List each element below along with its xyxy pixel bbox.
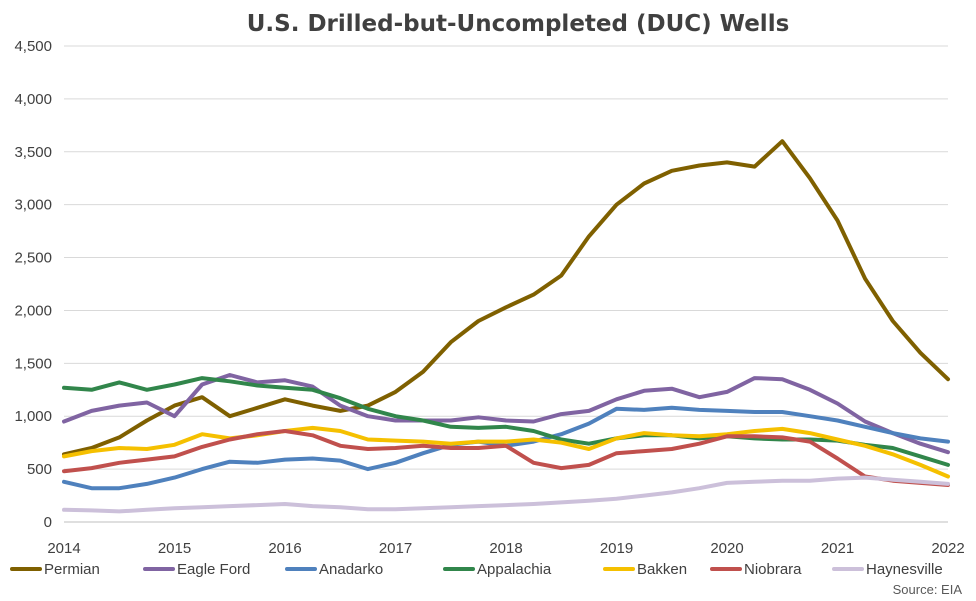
legend-item-niobrara: Niobrara: [710, 561, 802, 578]
y-tick-label: 2,500: [14, 250, 52, 267]
x-tick-label: 2021: [821, 540, 854, 557]
legend-item-eagle-ford: Eagle Ford: [143, 561, 250, 578]
legend-item-anadarko: Anadarko: [285, 561, 383, 578]
y-tick-label: 1,000: [14, 408, 52, 425]
y-tick-label: 4,000: [14, 91, 52, 108]
x-tick-label: 2014: [47, 540, 80, 557]
x-tick-label: 2017: [379, 540, 412, 557]
y-tick-label: 4,500: [14, 38, 52, 55]
legend-label: Appalachia: [477, 561, 552, 578]
x-tick-label: 2015: [158, 540, 191, 557]
gridlines: [64, 45, 948, 523]
x-tick-label: 2022: [931, 540, 964, 557]
legend-label: Haynesville: [866, 561, 943, 578]
chart-title: U.S. Drilled-but-Uncompleted (DUC) Wells: [247, 11, 790, 37]
y-tick-label: 0: [44, 514, 52, 531]
series-line-niobrara: [62, 429, 950, 487]
x-tick-label: 2019: [600, 540, 633, 557]
series-line-haynesville: [62, 475, 950, 514]
legend-item-permian: Permian: [10, 561, 100, 578]
legend-label: Eagle Ford: [177, 561, 250, 578]
legend-label: Permian: [44, 561, 100, 578]
legend-item-appalachia: Appalachia: [443, 561, 552, 578]
y-tick-label: 3,500: [14, 144, 52, 161]
series-line-bakken: [62, 425, 950, 479]
legend-label: Bakken: [637, 561, 687, 578]
legend: Permian Eagle Ford Anadarko Appalachia Bakke…: [10, 561, 943, 578]
series-line-permian: [62, 139, 950, 457]
legend-label: Niobrara: [744, 561, 802, 578]
y-tick-label: 500: [27, 461, 52, 478]
source-note: Source: EIA: [893, 582, 963, 597]
series-line-eagle-ford: [62, 373, 950, 455]
legend-label: Anadarko: [319, 561, 383, 578]
legend-item-bakken: Bakken: [603, 561, 687, 578]
x-tick-label: 2020: [710, 540, 743, 557]
y-tick-label: 1,500: [14, 355, 52, 372]
x-tick-label: 2018: [489, 540, 522, 557]
x-axis-tick-labels: 2014 2015 2016 2017 2018 2019 2020 2021 2022: [47, 540, 964, 557]
series-lines: [62, 139, 950, 514]
x-tick-label: 2016: [268, 540, 301, 557]
legend-item-haynesville: Haynesville: [832, 561, 943, 578]
y-tick-label: 3,000: [14, 197, 52, 214]
y-tick-label: 2,000: [14, 302, 52, 319]
y-axis-tick-labels: 0 500 1,000 1,500 2,000 2,500 3,000 3,500 4,000 4…: [14, 38, 52, 531]
